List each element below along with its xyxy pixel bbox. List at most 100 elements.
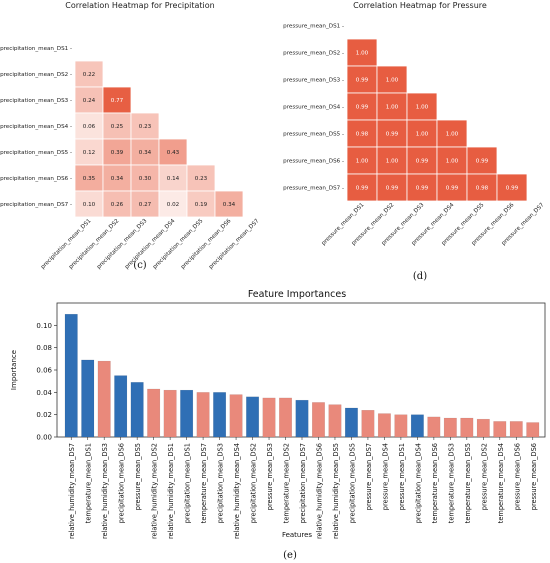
y-tick-label: 0.10 <box>36 322 52 330</box>
cell-value: 0.19 <box>195 202 208 208</box>
bar <box>246 396 260 438</box>
heatmap-cell <box>466 173 498 202</box>
y-tick-label: precipitation_mean_DS1 - <box>0 46 72 52</box>
y-tick-label: precipitation_mean_DS6 - <box>0 176 72 182</box>
heatmap-cell <box>406 173 438 202</box>
heatmap-cell <box>406 119 438 148</box>
y-tick-label: pressure_mean_DS6 - <box>283 159 344 165</box>
heatmap-cell <box>102 138 132 166</box>
cell-value: 0.12 <box>83 150 95 156</box>
y-tick-label: pressure_mean_DS3 - <box>283 78 344 84</box>
panel-sublabel: (e) <box>283 550 297 561</box>
y-tick-label: pressure_mean_DS1 - <box>283 24 344 30</box>
x-tick-label: precipitation_mean_DS5 <box>348 443 356 523</box>
cell-value: 0.34 <box>139 150 152 156</box>
cell-value: 1.00 <box>356 51 369 57</box>
bar <box>493 421 507 438</box>
cell-value: 0.99 <box>356 186 369 192</box>
cell-value: 0.77 <box>111 98 124 104</box>
cell-value: 1.00 <box>386 159 399 165</box>
bar <box>443 417 457 438</box>
cell-value: 0.27 <box>139 202 152 208</box>
bar <box>312 402 325 438</box>
x-tick-label: precipitation_mean_DS6 <box>180 218 233 271</box>
y-tick-label: precipitation_mean_DS4 - <box>0 124 72 130</box>
cell-value: 0.02 <box>167 202 179 208</box>
x-tick-label: temperature_mean_DS7 <box>200 443 208 523</box>
x-tick-label: precipitation_mean_DS1 <box>184 443 192 523</box>
x-tick-label: relative_humidity_mean_DS3 <box>101 443 109 539</box>
cell-value: 0.98 <box>356 132 369 138</box>
x-tick-label: temperature_mean_DS6 <box>431 443 439 523</box>
cell-value: 0.14 <box>167 176 180 182</box>
cell-value: 0.23 <box>139 124 152 130</box>
cell-value: 1.00 <box>446 159 459 165</box>
panel-sublabel: (c) <box>133 260 147 271</box>
x-tick-label: pressure_mean_DS1 <box>398 443 406 510</box>
bar <box>180 389 194 438</box>
heatmap-cell <box>158 138 188 166</box>
heatmap-cell <box>376 119 408 148</box>
cell-value: 0.99 <box>356 78 369 84</box>
bar <box>526 422 540 438</box>
heatmap-cell <box>376 92 408 121</box>
cell-value: 0.30 <box>139 176 152 182</box>
bar <box>147 388 161 438</box>
x-tick-label: precipitation_mean_DS4 <box>414 443 422 523</box>
x-tick-label: precipitation_mean_DS2 <box>250 443 258 523</box>
y-tick-label: pressure_mean_DS4 - <box>283 105 344 111</box>
x-tick-label: pressure_mean_DS2 <box>480 443 488 510</box>
pressure-heatmap: Correlation Heatmap for Pressure pressure… <box>283 1 546 282</box>
cell-value: 0.24 <box>83 98 96 104</box>
x-tick-label: temperature_mean_DS1 <box>85 443 93 523</box>
bar <box>427 416 441 438</box>
heatmap-cell <box>158 164 188 192</box>
heatmap-cell <box>346 65 378 94</box>
x-tick-label: relative_humidity_mean_DS5 <box>332 443 340 539</box>
x-axis-label: Features <box>282 531 312 539</box>
cell-value: 0.26 <box>111 202 124 208</box>
x-tick-label: precipitation_mean_DS4 <box>124 218 177 271</box>
bar <box>509 421 523 438</box>
cell-value: 0.25 <box>111 124 124 130</box>
bar <box>377 413 391 438</box>
y-tick-label: 0.02 <box>36 411 52 419</box>
cell-value: 1.00 <box>356 159 369 165</box>
y-tick-label: precipitation_mean_DS2 - <box>0 72 72 78</box>
x-tick-label: relative_humidity_mean_DS1 <box>167 443 175 539</box>
cell-value: 0.99 <box>416 159 429 165</box>
y-tick-label: pressure_mean_DS5 - <box>283 132 344 138</box>
bar <box>410 414 424 438</box>
cell-value: 0.98 <box>476 186 489 192</box>
x-tick-label: pressure_mean_DS3 <box>266 443 274 510</box>
bar <box>476 418 490 438</box>
x-tick-label: temperature_mean_DS2 <box>283 443 291 523</box>
x-tick-label: precipitation_mean_DS2 <box>68 218 120 270</box>
x-tick-label: pressure_mean_DS4 <box>381 443 389 510</box>
bar <box>114 375 128 438</box>
cell-value: 0.99 <box>476 159 489 165</box>
bar <box>130 382 144 438</box>
cell-value: 0.34 <box>111 176 124 182</box>
y-tick-label: precipitation_mean_DS7 - <box>0 202 72 208</box>
heatmap-cell <box>130 112 160 140</box>
heatmap-title: Correlation Heatmap for Precipitation <box>65 1 215 10</box>
x-tick-label: precipitation_mean_DS5 <box>152 218 205 271</box>
y-tick-label: precipitation_mean_DS5 - <box>0 150 72 156</box>
bar <box>81 359 95 438</box>
heatmap-cell <box>74 86 104 114</box>
cell-value: 0.99 <box>446 186 459 192</box>
cell-value: 0.99 <box>356 105 369 111</box>
heatmap-cell <box>346 92 378 121</box>
heatmap-cell <box>102 164 132 192</box>
cell-value: 0.99 <box>416 186 429 192</box>
x-tick-label: relative_humidity_mean_DS2 <box>151 443 159 539</box>
x-tick-label: pressure_mean_DS6 <box>530 443 538 510</box>
bar <box>328 404 342 438</box>
cell-value: 1.00 <box>416 105 429 111</box>
bar <box>344 407 358 438</box>
bar <box>64 313 78 438</box>
bar <box>213 392 227 438</box>
bar <box>279 397 292 438</box>
